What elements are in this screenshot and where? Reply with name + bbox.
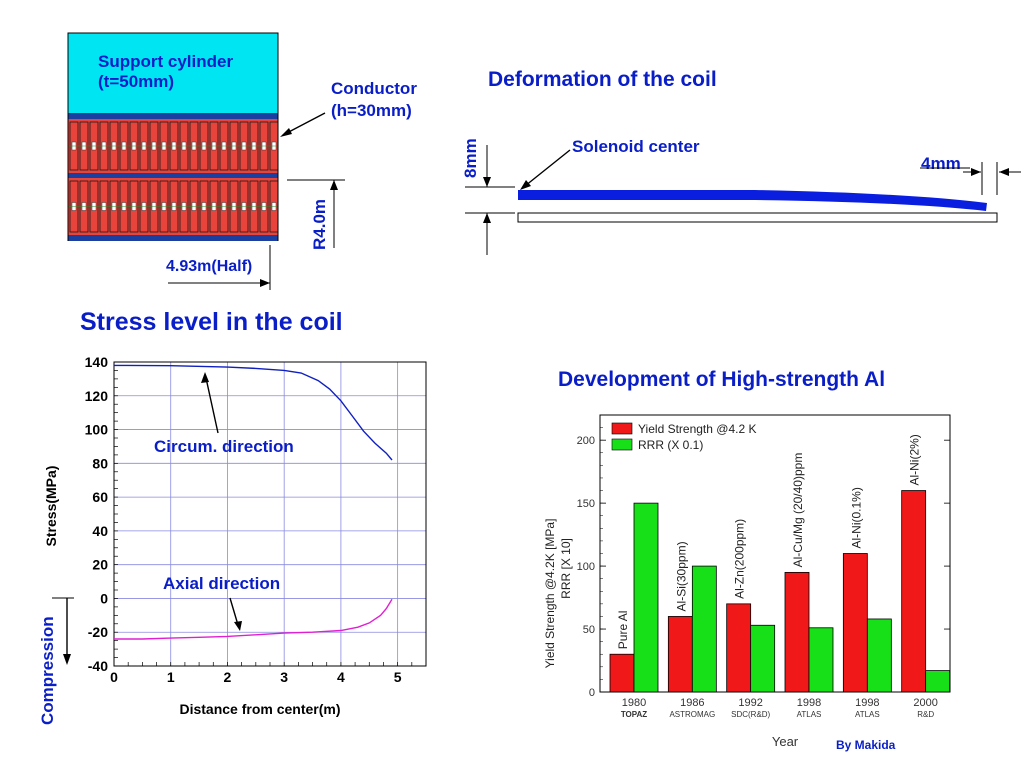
category-sublabel: R&D (917, 710, 934, 719)
bar-yield (901, 490, 927, 693)
deformation-title: Deformation of the coil (488, 68, 717, 91)
bar-y-axis-label-2: RRR [X 10] (559, 538, 573, 599)
deformation-svg (465, 145, 1021, 255)
bar-y-tick-label: 100 (577, 561, 595, 573)
bottom-band (68, 235, 278, 241)
bar-rrr (633, 502, 659, 693)
legend-label: RRR (X 0.1) (638, 438, 703, 452)
bar-y-tick-label: 150 (577, 498, 595, 510)
bar-rrr (691, 565, 717, 693)
plot-frame (113, 361, 427, 667)
x-tick-label: 4 (337, 669, 345, 685)
series-line-axial (114, 598, 393, 640)
legend-swatch (611, 438, 633, 451)
alloy-bar-label: Al-Ni(0.1%) (849, 487, 863, 548)
conductor-label-line1: Conductor (331, 79, 417, 98)
category-sublabel: ATLAS (855, 710, 880, 719)
bar-y-tick-label: 50 (583, 624, 595, 636)
bar-x-axis-label: Year (772, 734, 799, 749)
y-tick-label: 120 (85, 388, 109, 404)
alloy-bar-label: Al-Ni(2%) (908, 434, 922, 485)
solenoid-center-label: Solenoid center (572, 137, 700, 156)
category-label: 1992 (738, 697, 762, 709)
category-sublabel: ASTROMAG (669, 710, 715, 719)
bar-yield (667, 616, 693, 693)
category-label: 1998 (797, 697, 821, 709)
x-tick-label: 0 (110, 669, 118, 685)
support-label-line2: (t=50mm) (98, 72, 175, 91)
radius-label: R4.0m (310, 198, 329, 250)
bar-rrr (925, 670, 951, 693)
category-sublabel: TOPAZ (621, 710, 647, 719)
circum-arrowhead (201, 372, 209, 383)
y-tick-label: 60 (92, 489, 108, 505)
bar-y-axis-label-1: Yield Strength @4.2K [MPa] (543, 519, 557, 669)
undeformed-coil (517, 212, 998, 223)
x-tick-label: 2 (224, 669, 232, 685)
conductor-label-line2: (h=30mm) (331, 101, 412, 120)
conductor-label: Conductor (h=30mm) (331, 78, 417, 122)
series-line-circum (113, 364, 393, 461)
category-label: 2000 (913, 697, 937, 709)
support-label-line1: Support cylinder (98, 52, 234, 71)
bar-yield (784, 571, 810, 693)
alloy-bar-label: Pure Al (616, 611, 630, 650)
compression-arrowhead (63, 654, 71, 665)
bar-rrr (808, 627, 834, 693)
bar-yield (842, 553, 868, 693)
y-tick-label: 0 (100, 590, 108, 606)
legend-swatch (611, 422, 633, 435)
alloy-title: Development of High-strength Al (558, 368, 886, 391)
y-axis-label: Stress(MPa) (43, 466, 59, 547)
x-axis-label: Distance from center(m) (179, 701, 340, 717)
circum-arrow (205, 377, 219, 434)
conductor-layers (68, 119, 279, 235)
category-sublabel: ATLAS (797, 710, 822, 719)
support-band (68, 113, 278, 119)
coil-diagram-svg (67, 32, 345, 290)
y-tick-label: 140 (85, 354, 109, 370)
deformed-coil (518, 190, 987, 211)
alloy-bar-label: Al-Zn(200ppm) (733, 519, 747, 599)
bar-yield (609, 653, 635, 693)
bar-yield (726, 603, 752, 693)
credit-label: By Makida (836, 738, 896, 752)
x-tick-label: 1 (167, 669, 175, 685)
stress-chart: 0 1 2 3 4 5 140 120 100 80 60 40 20 0 -20 -40 Distance f… (43, 354, 427, 717)
y-tick-label: 80 (92, 455, 108, 471)
alloy-bar-label: Al-Si(30ppm) (674, 541, 688, 611)
bar-y-tick-label: 0 (589, 687, 595, 699)
axial-direction-label: Axial direction (163, 574, 281, 593)
compression-label: Compression (38, 616, 57, 725)
stress-title: Stress level in the coil (80, 308, 343, 336)
axial-arrowhead (234, 621, 242, 631)
category-label: 1980 (622, 697, 646, 709)
bar-rrr (866, 618, 892, 693)
support-cylinder-label: Support cylinder (t=50mm) (98, 52, 233, 92)
x-tick-label: 3 (280, 669, 288, 685)
category-label: 1998 (855, 697, 879, 709)
y-tick-label: -20 (88, 624, 108, 640)
axial-arrow (229, 597, 239, 626)
support-cylinder (67, 32, 279, 116)
legend-label: Yield Strength @4.2 K (638, 422, 756, 436)
bar-y-tick-label: 200 (577, 435, 595, 447)
y-tick-label: 100 (85, 422, 109, 438)
y-tick-label: 40 (92, 523, 108, 539)
category-sublabel: SDC(R&D) (731, 710, 770, 719)
half-length-label: 4.93m(Half) (166, 258, 253, 275)
middle-band (68, 173, 278, 178)
alloy-bar-label: Al-Cu/Mg (20/40)ppm (791, 453, 805, 568)
x-tick-label: 5 (394, 669, 402, 685)
y-tick-label: -40 (88, 658, 108, 674)
bar-rrr (750, 624, 776, 693)
circum-direction-label: Circum. direction (154, 437, 294, 456)
y-tick-label: 20 (92, 557, 108, 573)
category-label: 1986 (680, 697, 704, 709)
